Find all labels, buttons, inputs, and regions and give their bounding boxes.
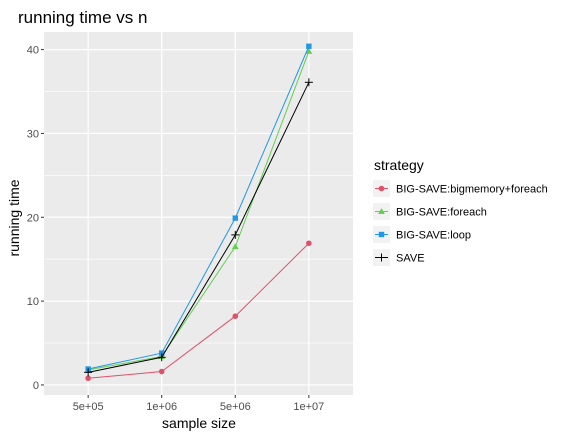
data-point-3-3 — [304, 78, 313, 87]
data-point-0-3 — [306, 240, 312, 247]
data-point-1-3 — [305, 47, 313, 54]
legend-label-1: BIG-SAVE:foreach — [396, 207, 487, 219]
series-line-1 — [88, 51, 310, 371]
y-tick-label: 20 — [27, 212, 39, 224]
data-point-0-2 — [232, 313, 239, 319]
chart-title: running time vs n — [18, 8, 147, 27]
y-tick-label: 40 — [27, 45, 39, 57]
data-point-0-0 — [85, 375, 91, 382]
data-point-2-2 — [232, 215, 238, 221]
legend-label-3: SAVE — [396, 253, 425, 265]
y-axis: 0 10 20 30 40 — [27, 45, 44, 392]
series-line-2 — [88, 46, 310, 370]
legend: strategy BIG-SAVE:bigmemory+foreach BIG-S… — [373, 157, 548, 266]
legend-title: strategy — [374, 157, 424, 173]
grid-minor — [44, 91, 353, 344]
legend-label-0: BIG-SAVE:bigmemory+foreach — [396, 184, 548, 196]
legend-key-marker — [378, 185, 385, 192]
x-axis: 5e+05 1e+06 5e+06 1e+07 — [73, 395, 324, 413]
y-tick-label: 10 — [27, 296, 39, 308]
legend-label-2: BIG-SAVE:loop — [396, 230, 471, 242]
series-line-0 — [88, 242, 310, 379]
data-point-3-1 — [157, 353, 166, 362]
series-line-3 — [88, 82, 310, 373]
legend-key-marker — [378, 208, 385, 215]
data-point-2-1 — [159, 350, 165, 356]
x-tick-label: 1e+07 — [293, 401, 324, 413]
legend-key-marker — [378, 231, 385, 238]
data-point-3-2 — [231, 230, 240, 239]
plot-panel — [44, 32, 353, 395]
data-point-3-0 — [84, 368, 93, 377]
grid-major — [44, 32, 353, 395]
data-point-0-1 — [158, 368, 165, 375]
y-tick-label: 30 — [27, 128, 39, 140]
x-tick-label: 5e+05 — [73, 401, 104, 413]
x-axis-title: sample size — [162, 415, 236, 431]
y-axis-title: running time — [6, 179, 22, 256]
x-tick-label: 1e+06 — [146, 401, 177, 413]
x-tick-label: 5e+06 — [220, 401, 251, 413]
data-point-2-3 — [306, 43, 312, 49]
data-point-1-2 — [231, 243, 239, 250]
y-tick-label: 0 — [33, 380, 39, 392]
legend-key-marker — [377, 253, 386, 262]
series-layer — [84, 43, 313, 382]
